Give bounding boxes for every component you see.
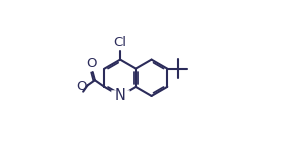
Text: O: O [76,80,86,93]
Text: Cl: Cl [113,36,127,49]
Text: O: O [87,57,97,70]
Text: N: N [115,88,125,103]
